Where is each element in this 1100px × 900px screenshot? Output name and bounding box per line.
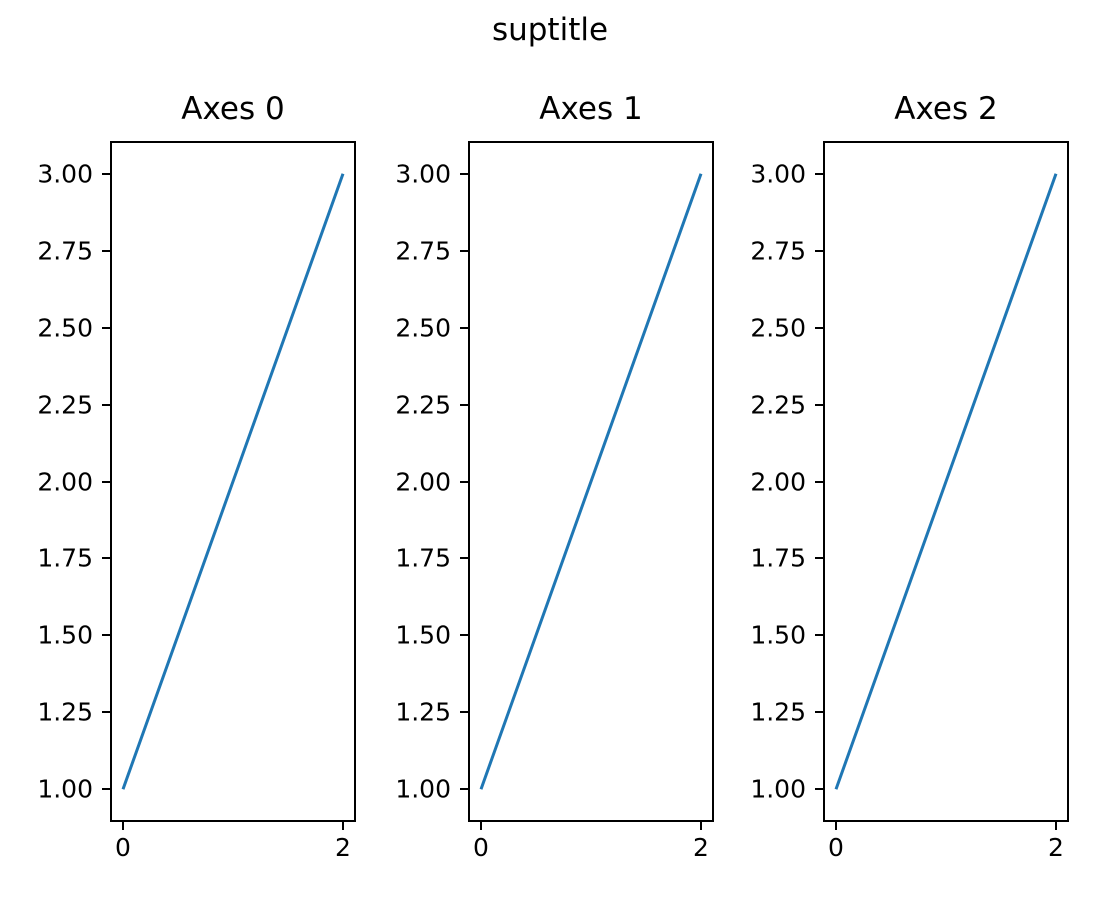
y-tick-mark xyxy=(102,634,110,637)
y-tick-mark xyxy=(815,480,823,483)
y-tick-label: 1.25 xyxy=(395,697,451,727)
line-series-0 xyxy=(121,173,345,790)
y-tick-label: 1.75 xyxy=(395,543,451,573)
figure-suptitle: suptitle xyxy=(491,12,609,48)
y-tick-label: 2.00 xyxy=(37,467,93,496)
y-tick-mark xyxy=(460,557,468,560)
line-series-2 xyxy=(834,173,1058,790)
y-tick-mark xyxy=(460,403,468,406)
x-tick-label: 2 xyxy=(1048,833,1064,862)
y-tick-mark xyxy=(460,788,468,791)
y-tick-label: 2.50 xyxy=(750,313,806,343)
x-tick-mark xyxy=(122,822,124,830)
y-tick-label: 1.50 xyxy=(37,620,93,650)
data-line xyxy=(834,173,1058,790)
y-tick-mark xyxy=(460,172,468,175)
x-tick-mark xyxy=(1055,822,1057,830)
y-tick-label: 2.25 xyxy=(395,390,451,420)
x-tick-label: 0 xyxy=(828,833,844,862)
data-line xyxy=(479,173,703,790)
x-tick-mark xyxy=(342,822,344,830)
y-tick-mark xyxy=(815,788,823,791)
y-tick-label: 1.50 xyxy=(750,620,806,650)
y-tick-mark xyxy=(815,172,823,175)
y-tick-mark xyxy=(102,480,110,483)
y-tick-label: 1.00 xyxy=(395,774,451,804)
subplot-axes-2: Axes 2 1.00 1.25 1.50 1.75 2.00 2.25 2.50 2.75 3… xyxy=(750,94,1069,860)
y-tick-label: 1.50 xyxy=(395,620,451,650)
y-tick-label: 2.25 xyxy=(37,390,93,420)
y-tick-mark xyxy=(815,249,823,252)
y-tick-label: 2.25 xyxy=(750,390,806,420)
x-tick-mark xyxy=(700,822,702,830)
y-tick-label: 1.00 xyxy=(37,774,93,804)
y-tick-label: 2.50 xyxy=(37,313,93,343)
y-tick-mark xyxy=(102,403,110,406)
y-tick-label: 1.75 xyxy=(37,543,93,573)
y-tick-mark xyxy=(815,711,823,714)
axes-title-0: Axes 0 xyxy=(181,91,285,127)
y-tick-mark xyxy=(460,480,468,483)
x-tick-label: 2 xyxy=(335,833,351,862)
subplot-axes-0: Axes 0 1.00 1.25 1.50 1.75 2.00 2.25 2.50 2.75 3… xyxy=(37,94,356,860)
x-tick-label: 0 xyxy=(473,833,489,862)
y-tick-label: 2.00 xyxy=(750,467,806,496)
y-tick-mark xyxy=(815,403,823,406)
y-tick-mark xyxy=(460,711,468,714)
y-tick-label: 1.25 xyxy=(37,697,93,727)
x-tick-label: 2 xyxy=(693,833,709,862)
y-tick-mark xyxy=(102,788,110,791)
y-tick-mark xyxy=(102,711,110,714)
y-tick-mark xyxy=(102,249,110,252)
y-tick-mark xyxy=(815,634,823,637)
y-tick-label: 1.00 xyxy=(750,774,806,804)
y-tick-mark xyxy=(815,557,823,560)
y-tick-label: 3.00 xyxy=(395,159,451,189)
y-tick-label: 2.75 xyxy=(750,236,806,266)
line-series-1 xyxy=(479,173,703,790)
y-tick-mark xyxy=(460,326,468,329)
y-tick-label: 1.25 xyxy=(750,697,806,727)
y-tick-mark xyxy=(460,249,468,252)
x-tick-mark xyxy=(835,822,837,830)
y-tick-label: 3.00 xyxy=(750,159,806,189)
y-tick-mark xyxy=(460,634,468,637)
y-tick-mark xyxy=(102,172,110,175)
y-tick-mark xyxy=(102,557,110,560)
y-tick-label: 3.00 xyxy=(37,159,93,189)
axes-title-1: Axes 1 xyxy=(539,91,643,127)
x-tick-label: 0 xyxy=(115,833,131,862)
y-tick-label: 2.75 xyxy=(37,236,93,266)
y-tick-label: 2.00 xyxy=(395,467,451,496)
y-tick-label: 1.75 xyxy=(750,543,806,573)
data-line xyxy=(121,173,345,790)
axes-title-2: Axes 2 xyxy=(894,91,998,127)
y-tick-label: 2.50 xyxy=(395,313,451,343)
x-tick-mark xyxy=(480,822,482,830)
y-tick-label: 2.75 xyxy=(395,236,451,266)
y-tick-mark xyxy=(102,326,110,329)
subplot-axes-1: Axes 1 1.00 1.25 1.50 1.75 2.00 2.25 2.50 2.75 3… xyxy=(395,94,714,860)
y-tick-mark xyxy=(815,326,823,329)
